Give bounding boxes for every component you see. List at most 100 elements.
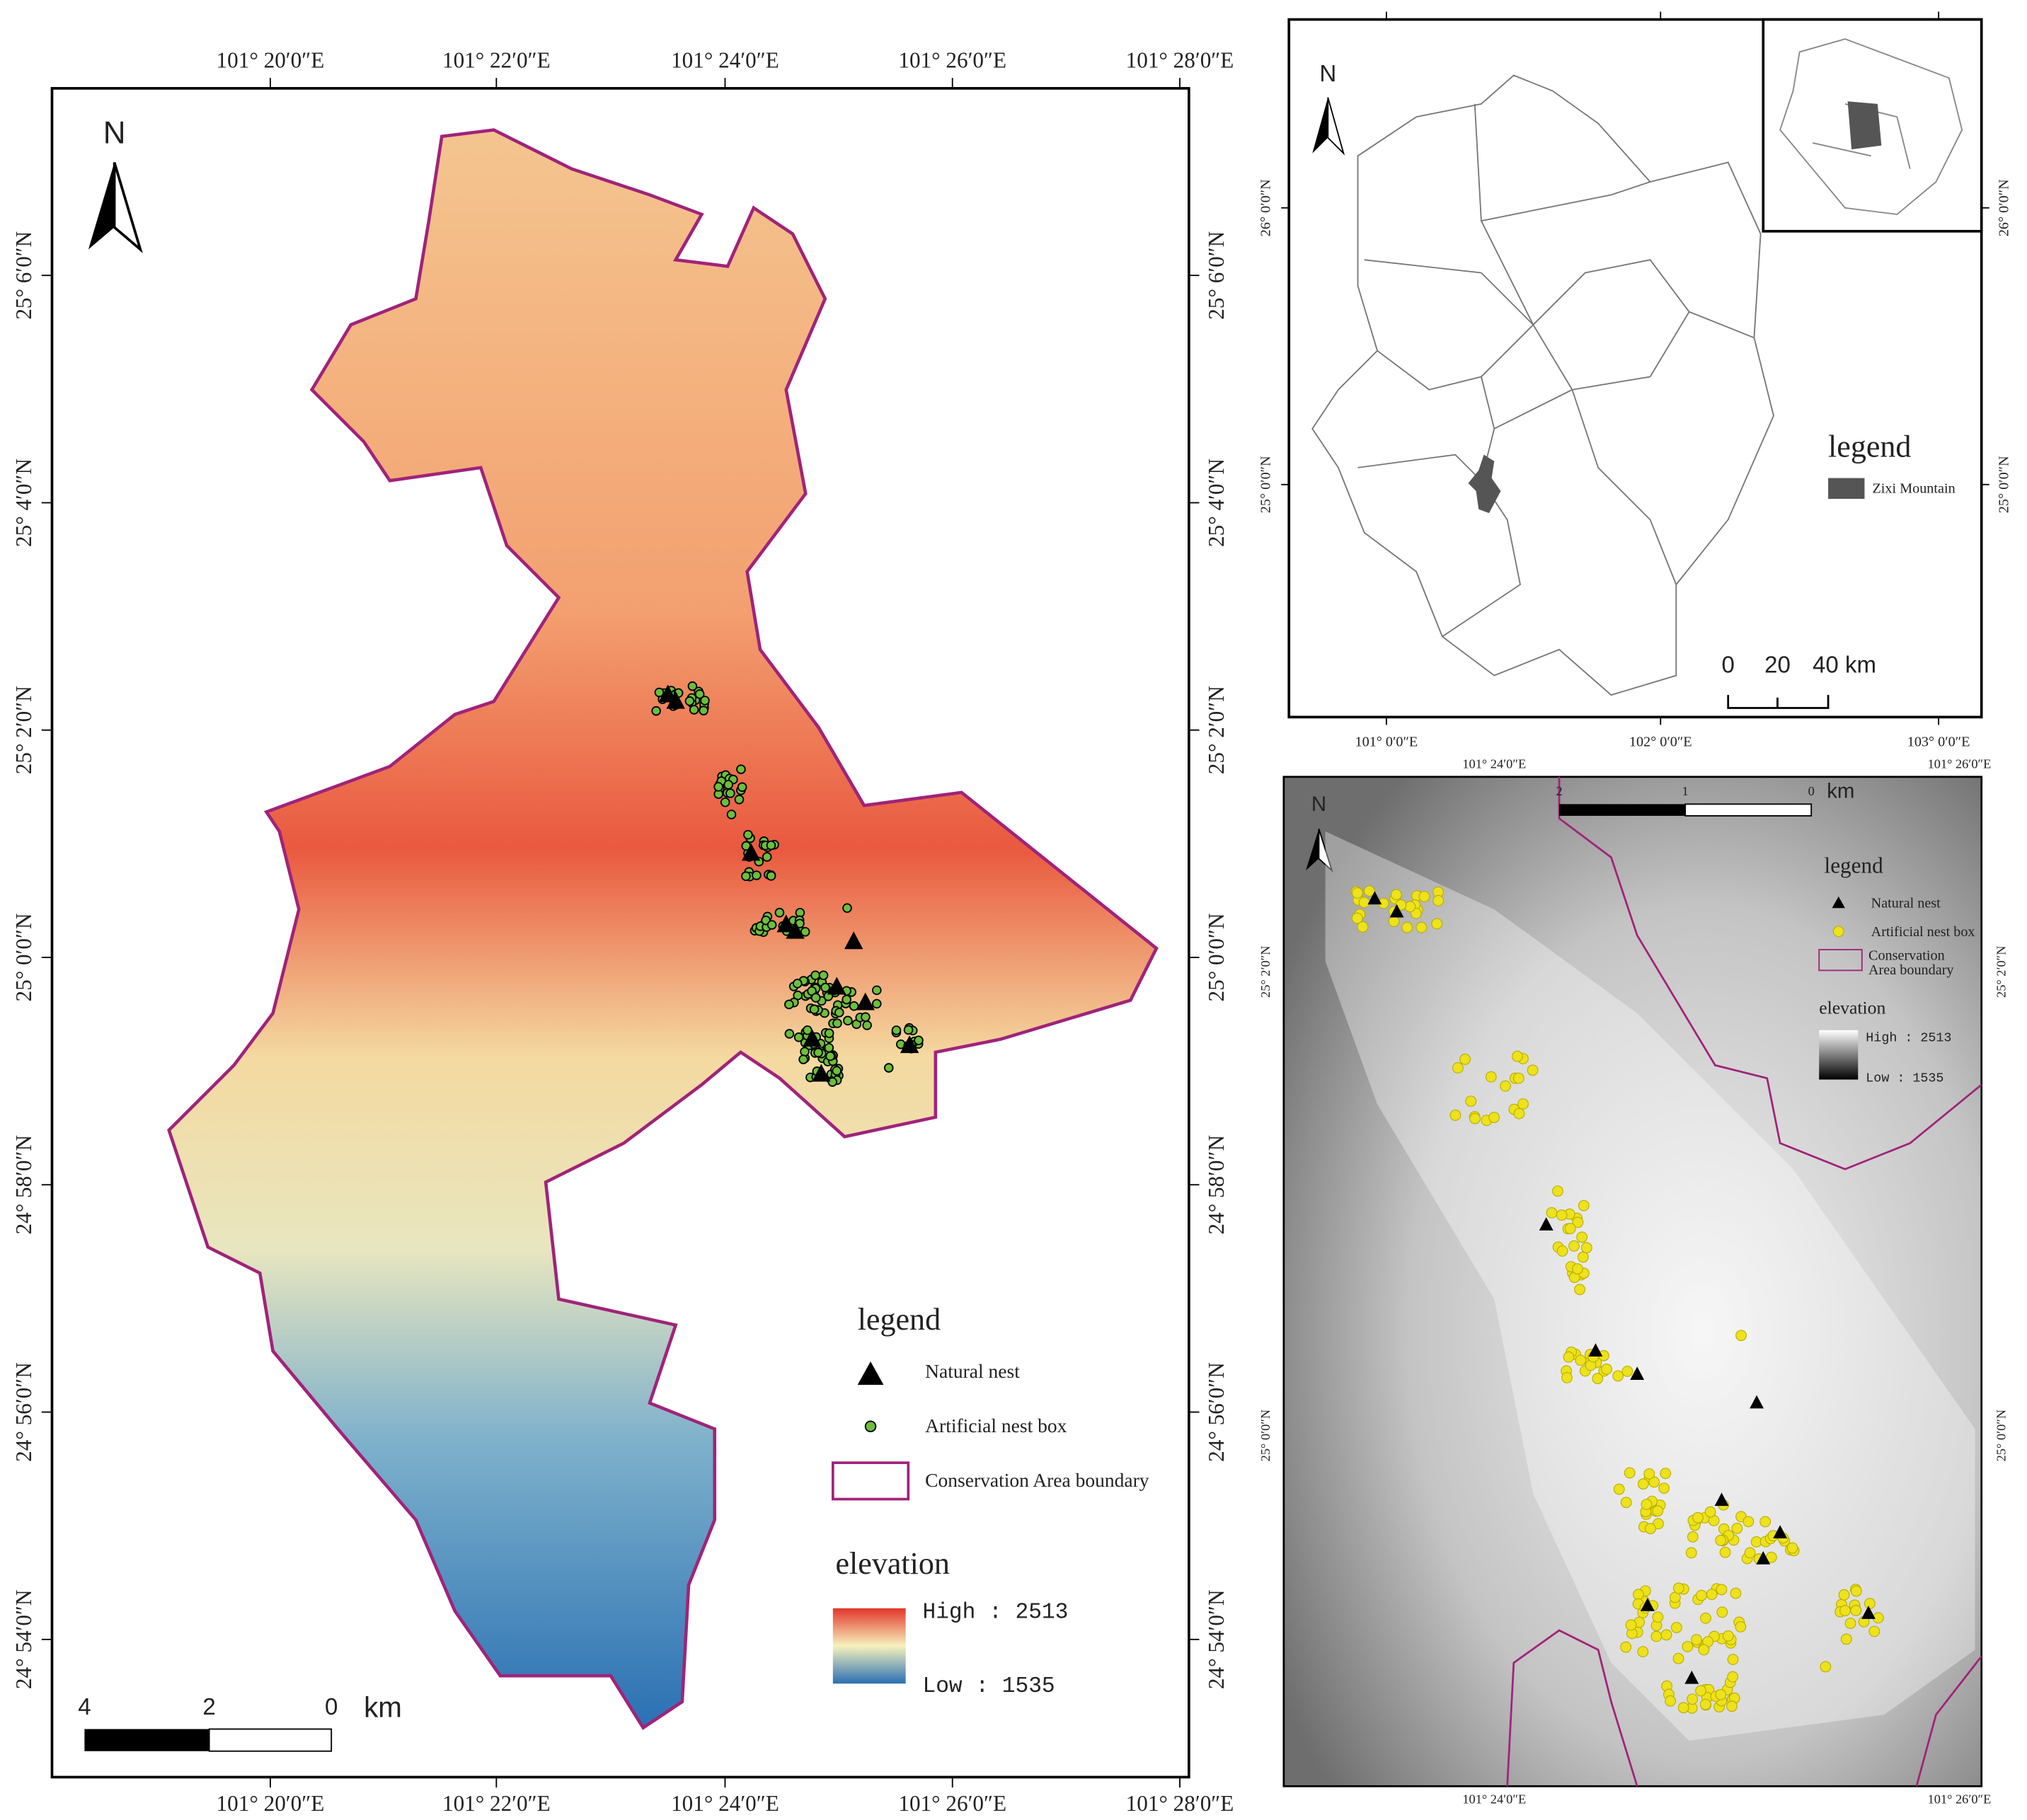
scale-bar <box>84 1729 209 1751</box>
highland-area <box>1325 831 1975 1741</box>
coordinate-label: 101° 26′0″E <box>898 1791 1006 1816</box>
artificial-nest-box <box>1722 1630 1734 1642</box>
natural-nest <box>1539 1217 1554 1231</box>
artificial-nest-box <box>726 810 737 819</box>
coordinate-label: 101° 28′0″E <box>1126 1791 1234 1816</box>
legend-item: Zixi Mountain <box>1872 481 1955 497</box>
coordinate-label: 24° 56′0″N <box>11 1362 36 1462</box>
artificial-nest-box <box>1637 1646 1649 1657</box>
artificial-nest-box <box>793 1032 804 1042</box>
coordinate-label: 24° 58′0″N <box>11 1135 36 1235</box>
artificial-nest-box <box>813 1047 823 1058</box>
artificial-nest-box <box>1672 1582 1684 1594</box>
coordinate-label: 101° 0′0″E <box>1355 735 1418 750</box>
artificial-nest-box <box>1687 1693 1699 1705</box>
artificial-nest-box <box>1561 1372 1573 1383</box>
artificial-nest-box <box>1575 1354 1587 1366</box>
artificial-nest-box <box>1517 1098 1529 1110</box>
north-arrow: N <box>1306 793 1333 872</box>
artificial-nest-box <box>725 788 735 798</box>
artificial-nest-box <box>834 1008 844 1018</box>
natural-nest <box>844 931 863 950</box>
artificial-nest-box <box>1786 1542 1798 1554</box>
artificial-nest-box <box>1715 1534 1727 1546</box>
coordinate-label: 101° 24′0″E <box>1462 1792 1526 1807</box>
coordinate-label: 103° 0′0″E <box>1907 735 1970 750</box>
artificial-nest-box <box>849 1001 859 1011</box>
artificial-nest-box <box>654 687 665 698</box>
artificial-nest-box <box>1563 1351 1575 1363</box>
artificial-nest-box <box>800 1047 810 1057</box>
legend-symbol <box>864 1420 877 1433</box>
elevation-low: Low : 1535 <box>1866 1071 1943 1086</box>
artificial-nest-box <box>1648 1476 1660 1488</box>
artificial-nest-box <box>1687 1531 1699 1543</box>
natural-nest <box>803 1028 822 1047</box>
artificial-nest-box <box>1592 1373 1604 1385</box>
scale-label: 0 <box>1722 652 1735 679</box>
natural-nest <box>1630 1366 1645 1381</box>
legend-item: Conservation Area boundary <box>925 1469 1149 1491</box>
artificial-nest-box <box>736 764 746 774</box>
artificial-nest-box <box>1574 1284 1585 1296</box>
natural-nest <box>1750 1395 1764 1409</box>
artificial-nest-box <box>1660 1629 1672 1641</box>
coordinate-label: 25° 0′0″N <box>1994 1410 2008 1462</box>
artificial-nest-box <box>1672 1652 1684 1664</box>
artificial-nest-box <box>1850 1585 1862 1597</box>
legend-item-box: Conservation Area boundary <box>1868 949 1954 979</box>
artificial-nest-box <box>1633 1589 1644 1601</box>
artificial-nest-box <box>1358 897 1370 909</box>
artificial-nest-box <box>1485 1071 1497 1083</box>
artificial-nest-box <box>1363 885 1375 897</box>
elevation-title: elevation <box>835 1546 949 1581</box>
artificial-nest-box <box>810 970 820 981</box>
coordinate-label: 25° 4′0″N <box>11 459 36 547</box>
artificial-nest-box <box>651 705 661 716</box>
artificial-nest-box <box>774 907 785 918</box>
artificial-nest-box <box>1568 1240 1580 1252</box>
artificial-nest-box <box>1416 921 1428 933</box>
legend-symbol <box>831 1461 910 1501</box>
elevation-title: elevation <box>1819 997 1885 1018</box>
artificial-nest-box <box>1552 1185 1563 1197</box>
artificial-nest-box <box>798 1054 808 1064</box>
legend-item: Conservation Area boundary <box>1868 949 1954 979</box>
elevation-bar <box>1819 1030 1859 1080</box>
artificial-nest-box <box>1620 1497 1632 1509</box>
artificial-nest-box <box>1699 1698 1711 1710</box>
coordinate-label: 101° 24′0″E <box>671 47 779 72</box>
artificial-nest-box <box>1513 1107 1525 1119</box>
natural-nest <box>900 1035 919 1054</box>
artificial-nest-box <box>1625 1619 1637 1631</box>
legend-title: legend <box>1828 429 1911 463</box>
natural-nest <box>1640 1598 1655 1611</box>
artificial-nest-box <box>1401 921 1413 933</box>
legend-symbol <box>1832 926 1844 938</box>
artificial-nest-box <box>1730 1587 1742 1599</box>
artificial-nest-box <box>1613 1483 1625 1495</box>
scale-bar <box>1684 803 1813 817</box>
coordinate-label: 24° 54′0″N <box>11 1590 36 1690</box>
artificial-nest-box <box>1351 912 1363 924</box>
elevation-low: Low : 1535 <box>922 1674 1055 1699</box>
scale-unit: km <box>1827 780 1854 803</box>
artificial-nest-box <box>825 1051 835 1061</box>
coordinate-label: 101° 26′0″E <box>1928 1792 1992 1807</box>
artificial-nest-box <box>1700 1612 1711 1624</box>
artificial-nest-box <box>766 871 776 881</box>
artificial-nest-box <box>1660 1468 1672 1480</box>
artificial-nest-box <box>1670 1622 1682 1633</box>
artificial-nest-box <box>827 1077 838 1087</box>
artificial-nest-box <box>1488 1112 1500 1124</box>
artificial-nest-box <box>914 1035 924 1046</box>
scale-label: 40 km <box>1813 652 1876 679</box>
artificial-nest-box <box>766 840 776 851</box>
artificial-nest-box <box>1850 1604 1862 1616</box>
artificial-nest-box <box>720 797 730 807</box>
artificial-nest-box <box>1452 1062 1464 1073</box>
artificial-nest-box <box>1500 1080 1511 1092</box>
artificial-nest-box <box>1726 1700 1738 1712</box>
artificial-nest-box <box>1564 1223 1576 1235</box>
